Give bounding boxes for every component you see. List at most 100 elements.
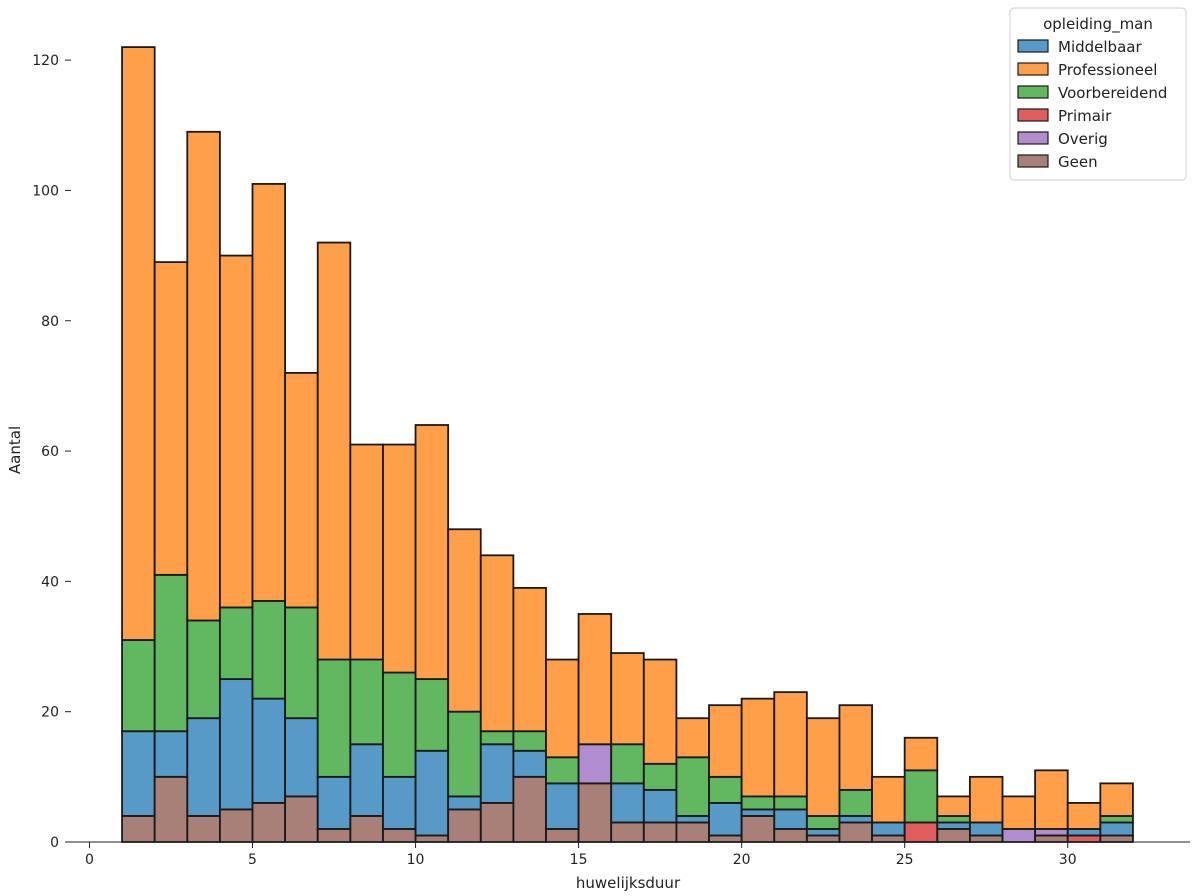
y-ticks: 0 20 40 60 80 100 120 [32,53,71,851]
bar-middelbaar-bin-4 [218,678,254,811]
bar-primair-bin-30 [1066,834,1102,843]
bar-professioneel-bin-1 [121,46,156,641]
bar-geen-bin-3 [186,815,221,843]
x-tick-label: 20 [733,852,751,868]
bar-professioneel-bin-27 [968,775,1004,824]
bar-middelbaar-bin-17 [642,788,678,824]
bar-voorbereidend-bin-26 [936,815,971,824]
bar-voorbereidend-bin-22 [805,815,841,830]
y-tick-label: 20 [41,705,59,721]
bar-middelbaar-bin-14 [545,782,580,830]
bar-geen-bin-14 [545,828,580,843]
legend-label-middelbaar: Middelbaar [1058,38,1142,56]
bar-voorbereidend-bin-14 [545,756,580,785]
bar-professioneel-bin-5 [251,183,287,602]
bar-middelbaar-bin-21 [773,808,808,830]
y-tick-label: 40 [41,574,59,590]
bar-middelbaar-bin-27 [968,821,1004,837]
bar-professioneel-bin-22 [805,717,841,817]
bar-professioneel-bin-23 [838,704,873,791]
y-tick-label: 80 [41,314,59,330]
bar-professioneel-bin-8 [349,443,384,661]
x-axis-label: huwelijksduur [576,874,681,892]
bar-voorbereidend-bin-31 [1099,815,1134,824]
bar-voorbereidend-bin-4 [218,606,254,681]
bar-professioneel-bin-19 [708,704,743,778]
bar-middelbaar-bin-23 [838,815,873,824]
bar-geen-bin-19 [708,834,743,843]
x-tick-label: 25 [896,852,914,868]
bar-geen-bin-5 [251,802,287,843]
bar-professioneel-bin-15 [577,613,613,746]
bar-voorbereidend-bin-11 [447,710,482,798]
legend-label-professioneel: Professioneel [1058,61,1157,79]
bar-professioneel-bin-13 [512,586,547,733]
legend-swatch-geen [1017,154,1049,168]
bar-overig-bin-15 [577,743,613,785]
bar-professioneel-bin-12 [479,554,515,733]
bar-professioneel-bin-17 [642,658,678,765]
bar-professioneel-bin-16 [610,652,645,746]
bar-overig-bin-29 [1034,828,1069,837]
legend-frame [1009,7,1187,181]
bar-professioneel-bin-26 [936,795,971,817]
x-tick-label: 10 [407,852,425,868]
bar-geen-bin-2 [153,775,189,843]
bar-middelbaar-bin-12 [479,743,515,804]
bar-professioneel-bin-20 [740,697,776,798]
bar-voorbereidend-bin-12 [479,730,515,746]
bar-voorbereidend-bin-7 [316,658,352,778]
legend-label-primair: Primair [1058,107,1112,125]
y-tick-label: 100 [32,183,59,199]
x-tick-label: 30 [1059,852,1077,868]
bar-middelbaar-bin-26 [936,821,971,830]
bar-middelbaar-bin-7 [316,775,352,830]
legend-swatch-voorbereidend [1017,85,1049,99]
bar-voorbereidend-bin-13 [512,730,547,752]
bar-voorbereidend-bin-18 [675,756,710,817]
bar-voorbereidend-bin-10 [414,678,450,752]
bar-voorbereidend-bin-16 [610,743,645,785]
bar-geen-bin-26 [936,828,971,843]
x-tick-label: 0 [85,852,94,868]
bar-geen-bin-21 [773,828,808,843]
bar-middelbaar-bin-8 [349,743,384,817]
bar-professioneel-bin-24 [871,775,906,824]
bar-professioneel-bin-29 [1034,769,1069,830]
bar-voorbereidend-bin-20 [740,795,776,811]
bar-voorbereidend-bin-6 [284,606,319,720]
bar-middelbaar-bin-18 [675,815,710,824]
bar-middelbaar-bin-22 [805,828,841,837]
legend-swatch-professioneel [1017,62,1049,76]
bar-geen-bin-16 [610,821,645,843]
legend-swatch-middelbaar [1017,39,1049,53]
bar-geen-bin-22 [805,834,841,843]
bar-middelbaar-bin-1 [121,730,156,817]
bar-professioneel-bin-31 [1099,782,1134,817]
bar-middelbaar-bin-16 [610,782,645,824]
bar-professioneel-bin-4 [218,254,254,609]
bar-voorbereidend-bin-23 [838,788,873,817]
y-tick-label: 60 [41,444,59,460]
bar-professioneel-bin-7 [316,241,352,661]
bar-professioneel-bin-3 [186,130,221,622]
bar-geen-bin-18 [675,821,710,843]
y-tick-label: 0 [50,835,59,851]
bar-geen-bin-31 [1099,834,1134,843]
y-axis-label: Aantal [6,426,24,474]
bar-middelbaar-bin-10 [414,749,450,837]
legend-swatch-overig [1017,131,1049,145]
bar-geen-bin-29 [1034,834,1069,843]
bar-geen-bin-10 [414,834,450,843]
bar-geen-bin-15 [577,782,613,843]
bar-professioneel-bin-25 [903,736,939,772]
bar-professioneel-bin-2 [153,261,189,576]
legend: opleiding_man Middelbaar Professioneel Voo… [1009,7,1187,181]
bar-geen-bin-11 [447,808,482,843]
legend-label-geen: Geen [1058,153,1098,171]
bar-middelbaar-bin-2 [153,730,189,778]
bar-voorbereidend-bin-25 [903,769,939,824]
bar-voorbereidend-bin-8 [349,658,384,746]
bar-geen-bin-13 [512,775,547,843]
